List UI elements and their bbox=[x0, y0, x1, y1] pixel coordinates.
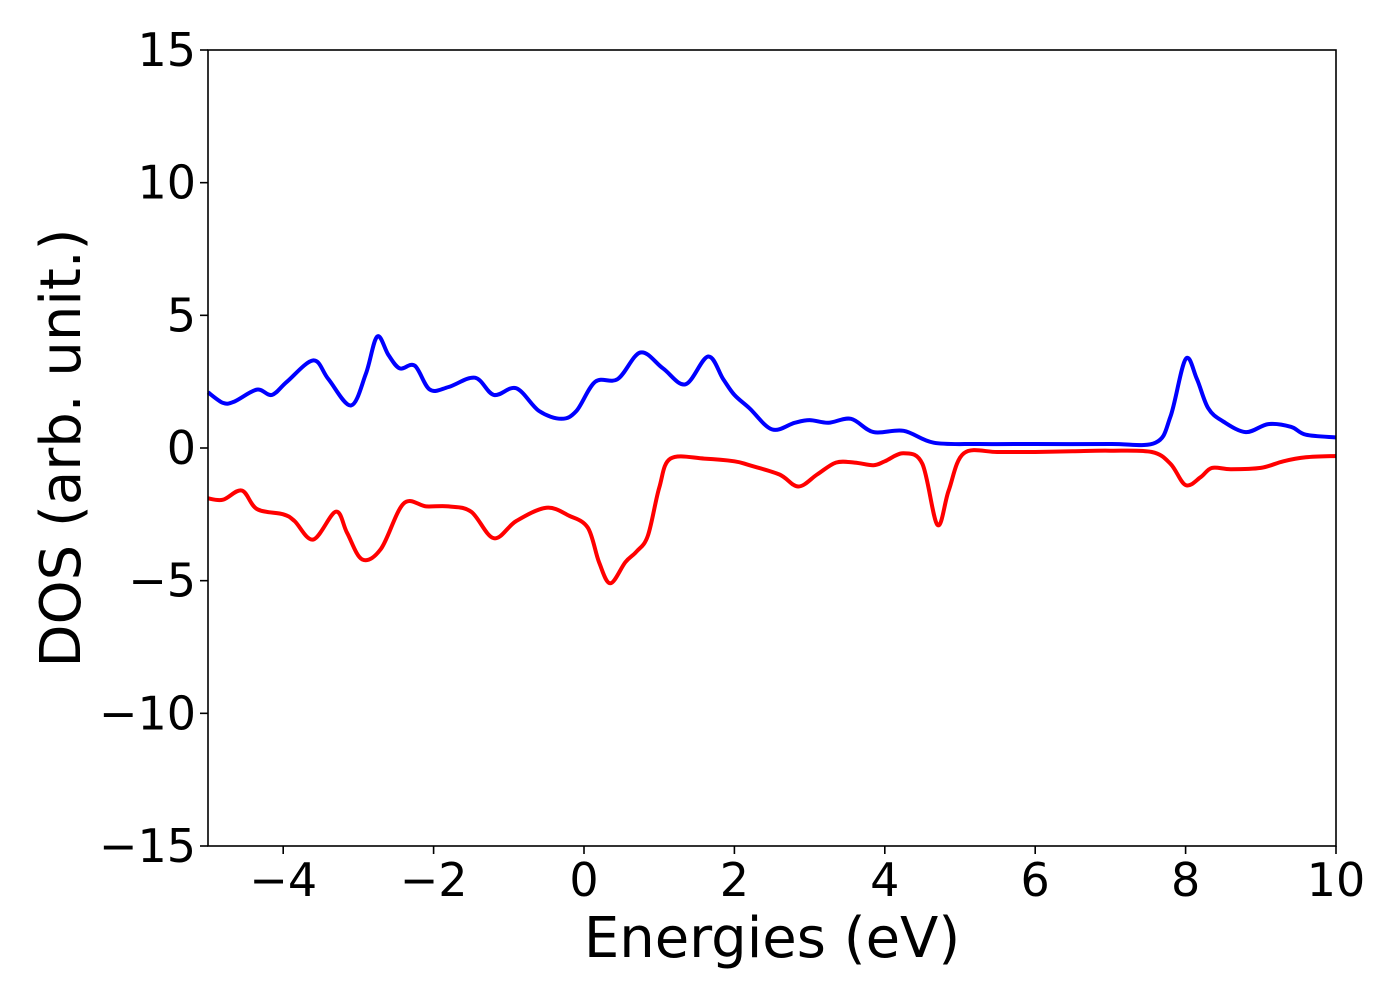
y-tick-label: −10 bbox=[99, 686, 196, 740]
x-tick-label: 6 bbox=[1021, 853, 1050, 907]
x-tick-label: −4 bbox=[249, 853, 317, 907]
x-tick-label: 10 bbox=[1307, 853, 1366, 907]
x-ticks: −4 −2 0 2 4 6 8 10 bbox=[249, 846, 1365, 907]
x-tick-label: 4 bbox=[870, 853, 899, 907]
x-tick-label: −2 bbox=[400, 853, 468, 907]
series-layer bbox=[206, 334, 1337, 586]
y-tick-label: 10 bbox=[137, 156, 196, 210]
y-tick-label: −15 bbox=[99, 819, 196, 873]
y-tick-label: −5 bbox=[128, 554, 196, 608]
y-axis-label: DOS (arb. unit.) bbox=[29, 228, 94, 667]
x-tick-label: 8 bbox=[1171, 853, 1200, 907]
dos-series-line-1 bbox=[206, 334, 1337, 448]
y-ticks: −15 −10 −5 0 5 10 15 bbox=[99, 23, 208, 873]
x-tick-label: 0 bbox=[569, 853, 598, 907]
dos-series-line-2 bbox=[207, 448, 1337, 586]
y-tick-label: 0 bbox=[167, 421, 196, 475]
y-tick-label: 5 bbox=[167, 288, 196, 342]
plot-frame bbox=[207, 49, 1337, 847]
y-tick-label: 15 bbox=[137, 23, 196, 77]
x-axis-label: Energies (eV) bbox=[584, 906, 960, 971]
x-tick-label: 2 bbox=[720, 853, 749, 907]
